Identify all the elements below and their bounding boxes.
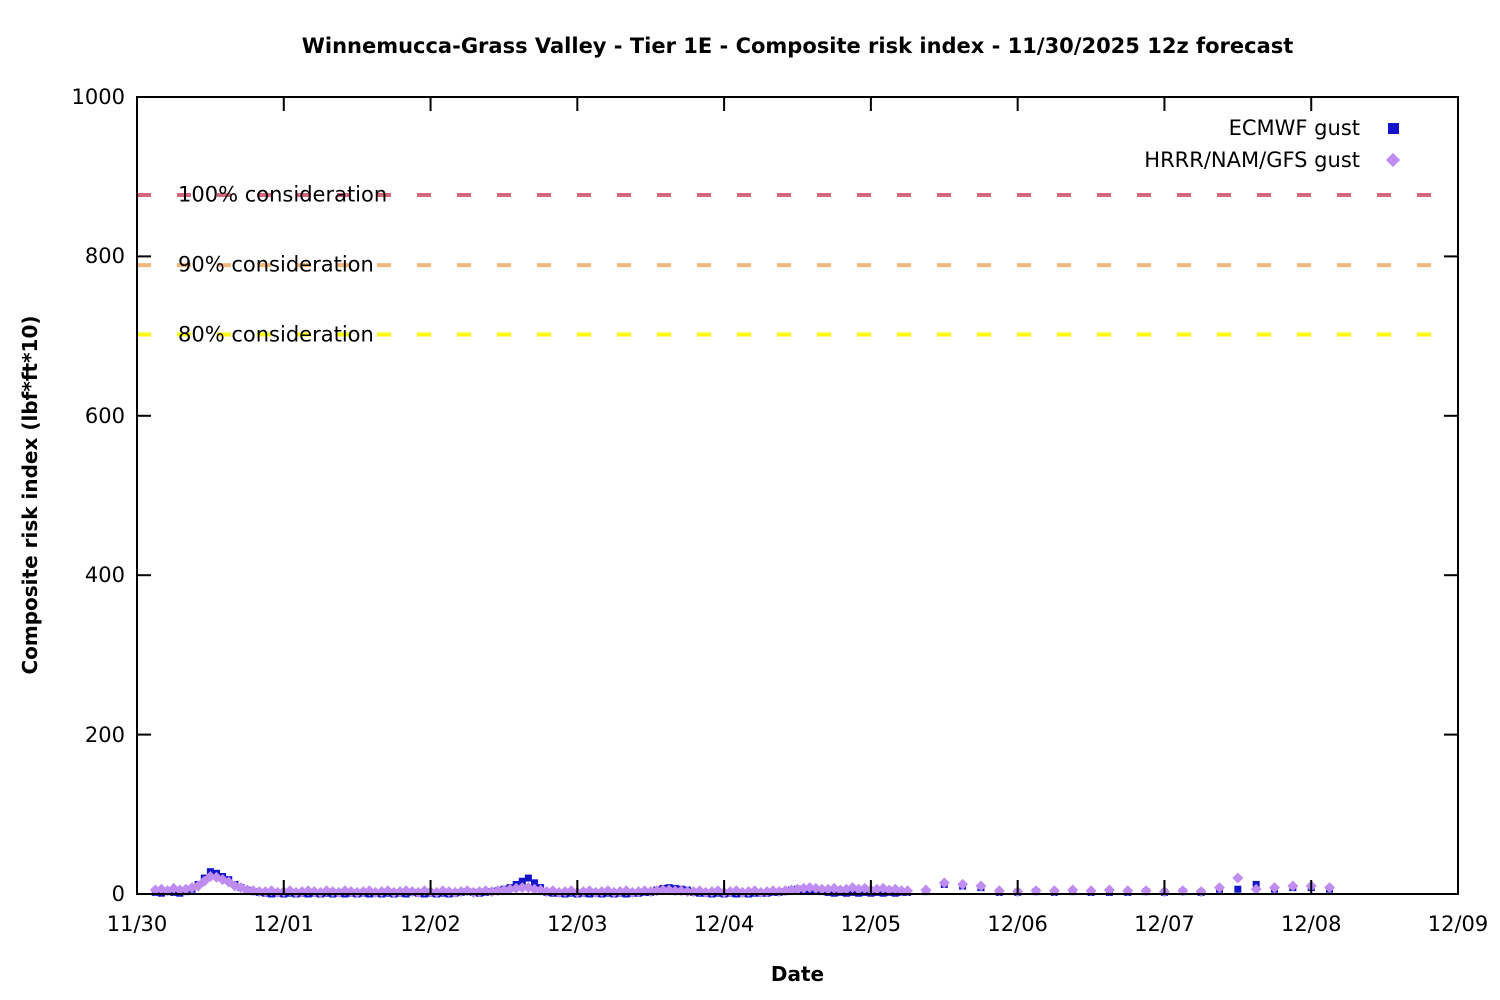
data-point-ecmwf [1234,885,1242,893]
y-tick-label: 0 [111,882,125,906]
x-tick-label: 12/05 [840,912,902,936]
x-axis-label: Date [770,962,825,986]
data-point-hrrr-nam-gfs [1103,884,1115,896]
threshold-label-100pct: 100% consideration [178,182,388,207]
data-point-ecmwf [524,874,532,882]
data-point-hrrr-nam-gfs [1213,882,1225,894]
x-tick-label: 12/04 [693,912,755,936]
x-tick-label: 12/09 [1427,912,1489,936]
x-tick-label: 12/02 [400,912,461,936]
data-point-hrrr-nam-gfs [1195,886,1207,898]
data-point-hrrr-nam-gfs [920,884,932,896]
diamond-marker-icon [1385,152,1401,168]
data-point-hrrr-nam-gfs [1324,882,1336,894]
legend: ECMWF gust HRRR/NAM/GFS gust [1144,112,1408,176]
threshold-label-90pct: 90% consideration [178,252,374,277]
chart-title: Winnemucca-Grass Valley - Tier 1E - Comp… [301,34,1294,58]
threshold-label-80pct: 80% consideration [178,322,374,347]
plot-border [136,96,1459,895]
y-tick-label: 200 [84,722,125,747]
y-tick-label: 400 [84,563,125,588]
data-point-hrrr-nam-gfs [516,882,528,894]
legend-marker-box [1378,152,1408,168]
data-point-ecmwf [531,879,539,887]
y-tick-label: 1000 [71,85,125,109]
data-point-ecmwf [518,877,526,885]
data-point-hrrr-nam-gfs [1269,882,1281,894]
legend-label-hrrr-nam-gfs: HRRR/NAM/GFS gust [1144,148,1360,172]
legend-entry-ecmwf: ECMWF gust [1144,112,1408,144]
square-marker-icon [1387,122,1399,134]
y-tick-label: 600 [84,403,125,428]
x-tick-label: 12/07 [1134,912,1195,936]
data-point-hrrr-nam-gfs [938,877,950,889]
data-point-hrrr-nam-gfs [816,883,828,895]
x-tick-label: 11/30 [106,912,168,936]
data-point-hrrr-nam-gfs [1232,872,1244,884]
data-point-hrrr-nam-gfs [975,880,987,892]
data-point-hrrr-nam-gfs [1287,880,1299,892]
data-point-hrrr-nam-gfs [1250,883,1262,895]
x-tick-label: 12/08 [1280,912,1342,936]
data-point-hrrr-nam-gfs [957,878,969,890]
y-axis-label: Composite risk index (lbf*ft*10) [18,315,42,675]
legend-marker-box [1378,122,1408,134]
legend-entry-hrrr-nam-gfs: HRRR/NAM/GFS gust [1144,144,1408,176]
data-point-hrrr-nam-gfs [1067,884,1079,896]
legend-label-ecmwf: ECMWF gust [1228,116,1360,140]
data-point-hrrr-nam-gfs [657,884,669,896]
y-tick-label: 800 [84,244,125,269]
x-tick-label: 12/01 [253,912,315,936]
x-tick-label: 12/03 [547,912,608,936]
x-tick-label: 12/06 [987,912,1048,936]
